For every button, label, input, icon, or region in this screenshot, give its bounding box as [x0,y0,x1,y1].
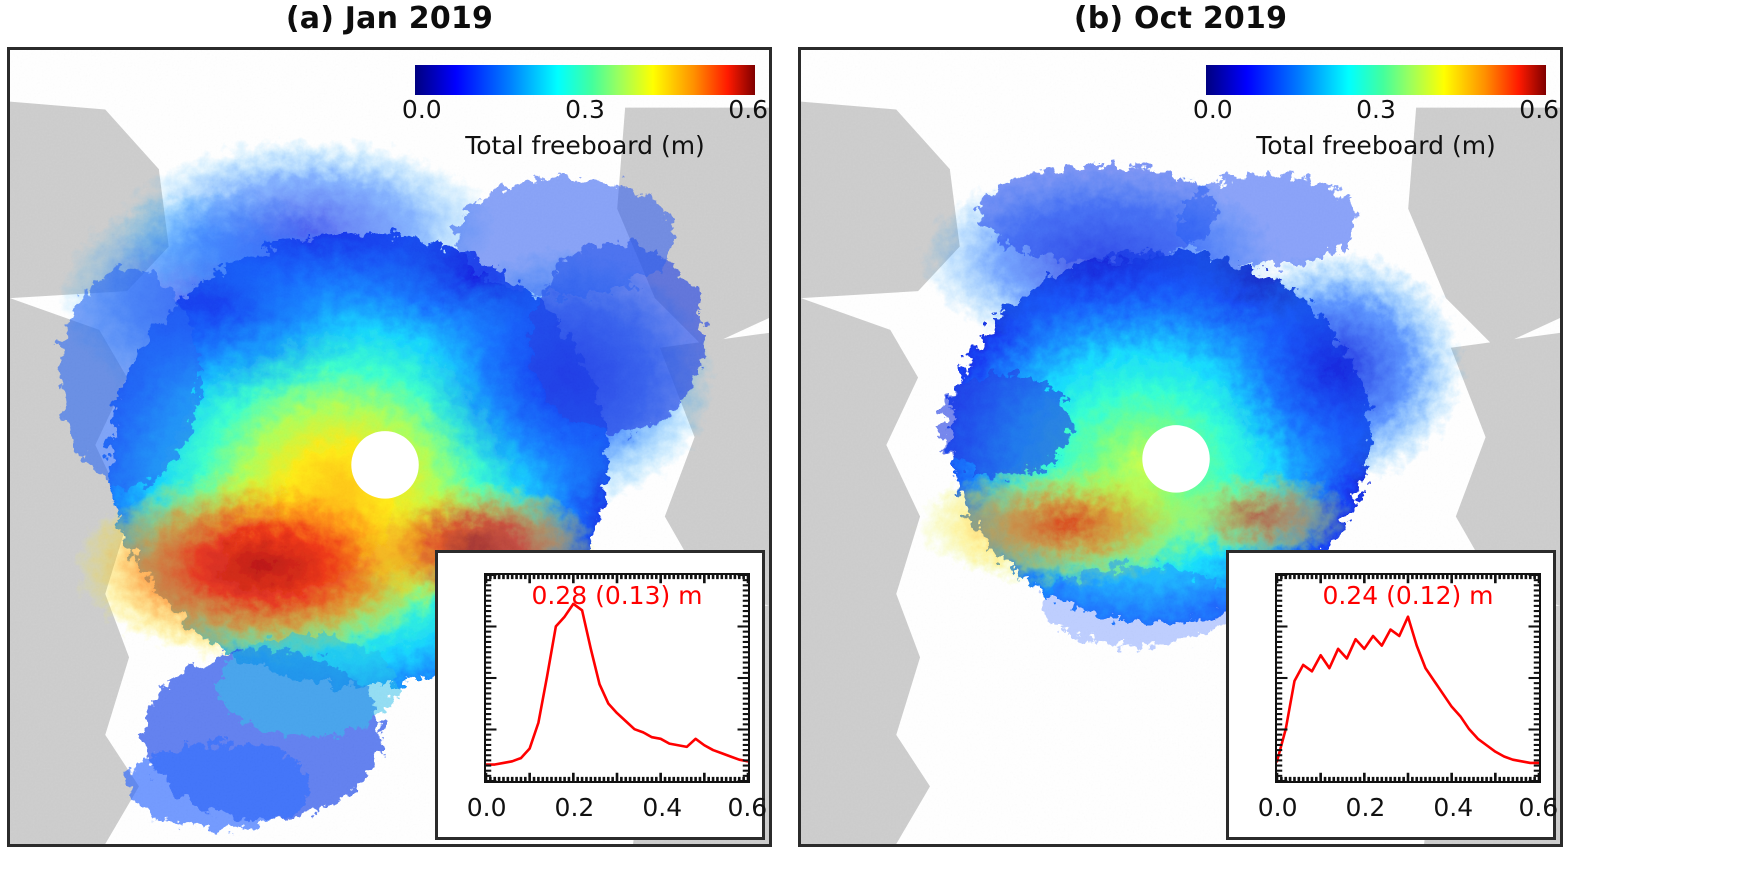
xtick-b-1: 0.2 [1345,793,1386,822]
xtick-a-2: 0.4 [642,793,683,822]
histogram-inset-b: 0.24 (0.12) m 0.0 0.2 0.4 0.6 [1226,550,1558,840]
colorbar-tick-mid-a: 0.3 [565,95,605,124]
histogram-plot-a: 0.28 (0.13) m [484,573,750,783]
histogram-xticks-b: 0.0 0.2 0.4 0.6 [1258,793,1558,823]
panel-b-map-canvas: 0.0 0.3 0.6 Total freeboard (m) 0.24 (0.… [801,50,1560,844]
xtick-a-0: 0.0 [466,793,507,822]
panel-b-title-area: (b) Oct 2019 [798,0,1563,44]
histogram-xticks-a: 0.0 0.2 0.4 0.6 [467,793,767,823]
histogram-curve-a [486,575,748,781]
colorbar-ticks-b: 0.0 0.3 0.6 [1193,95,1559,129]
colorbar-label-b: Total freeboard (m) [1256,131,1496,160]
panel-a-map-canvas: 0.0 0.3 0.6 Total freeboard (m) 0.28 (0.… [10,50,769,844]
panel-a-title: (a) Jan 2019 [285,1,494,36]
colorbar-tick-max-a: 0.6 [728,95,769,124]
colorbar-ticks-a: 0.0 0.3 0.6 [402,95,768,129]
colorbar-gradient-a [415,65,755,95]
xtick-a-3: 0.6 [727,793,768,822]
panel-a-map: 0.0 0.3 0.6 Total freeboard (m) 0.28 (0.… [7,47,772,847]
histogram-stat-a: 0.28 (0.13) m [531,581,703,610]
panel-a-title-area: (a) Jan 2019 [7,0,772,44]
xtick-b-2: 0.4 [1433,793,1474,822]
colorbar-a: 0.0 0.3 0.6 Total freeboard (m) [402,65,768,160]
xtick-b-0: 0.0 [1257,793,1298,822]
xtick-b-3: 0.6 [1518,793,1559,822]
colorbar-gradient-b [1206,65,1546,95]
colorbar-tick-max-b: 0.6 [1519,95,1560,124]
panel-b-title: (b) Oct 2019 [1073,1,1288,36]
histogram-plot-b: 0.24 (0.12) m [1275,573,1541,783]
panel-b-map: 0.0 0.3 0.6 Total freeboard (m) 0.24 (0.… [798,47,1563,847]
colorbar-b: 0.0 0.3 0.6 Total freeboard (m) [1193,65,1559,160]
colorbar-tick-mid-b: 0.3 [1356,95,1396,124]
colorbar-tick-min-a: 0.0 [401,95,442,124]
colorbar-label-a: Total freeboard (m) [465,131,705,160]
colorbar-tick-min-b: 0.0 [1192,95,1233,124]
histogram-curve-b [1277,575,1539,781]
xtick-a-1: 0.2 [554,793,595,822]
histogram-inset-a: 0.28 (0.13) m 0.0 0.2 0.4 0.6 [435,550,767,840]
histogram-stat-b: 0.24 (0.12) m [1322,581,1494,610]
pole-hole-a [351,431,419,499]
pole-hole-b [1142,425,1210,493]
